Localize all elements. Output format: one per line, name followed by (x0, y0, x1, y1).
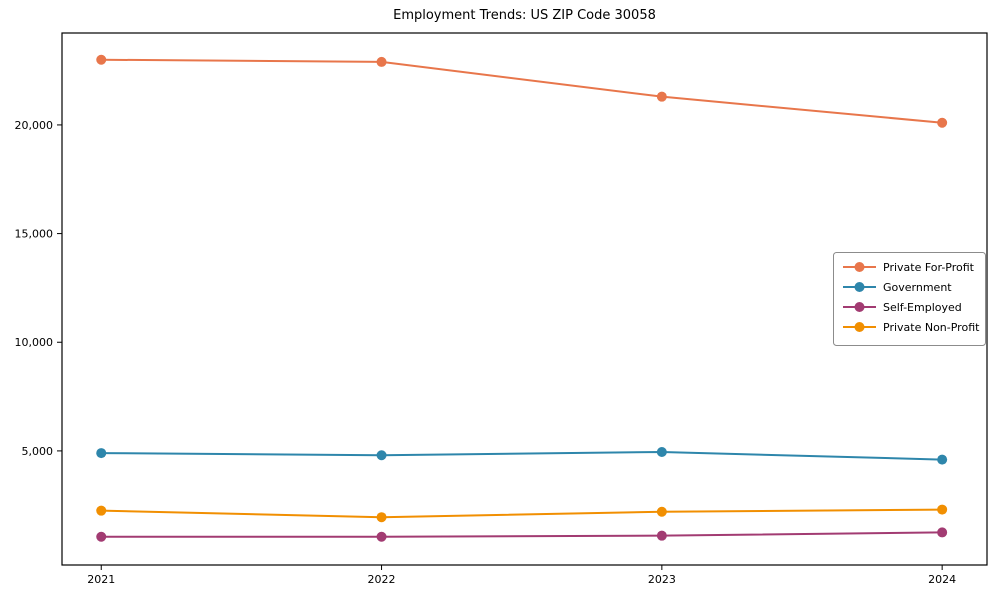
y-tick-label: 15,000 (15, 227, 54, 240)
data-point (937, 504, 948, 515)
legend-marker (854, 302, 865, 312)
data-point (656, 91, 667, 102)
legend-marker (854, 322, 865, 332)
legend-item: Self-Employed (843, 301, 962, 314)
y-tick-label: 20,000 (15, 119, 54, 132)
data-point (376, 531, 387, 542)
legend-item: Private Non-Profit (843, 321, 980, 334)
data-point (96, 505, 107, 516)
data-point (937, 454, 948, 465)
legend-item-label: Self-Employed (883, 301, 962, 314)
legend: Private For-Profit Government Self-Employe… (833, 252, 986, 346)
legend-item-label: Private Non-Profit (883, 321, 980, 334)
data-point (96, 531, 107, 542)
legend-item: Private For-Profit (843, 261, 975, 274)
data-point (656, 446, 667, 457)
data-point (656, 530, 667, 541)
data-point (376, 56, 387, 67)
legend-item-label: Government (883, 281, 952, 294)
legend-item-label: Private For-Profit (883, 261, 975, 274)
series-line (100, 508, 944, 519)
chart-title: Employment Trends: US ZIP Code 30058 (393, 8, 656, 23)
x-tick-label: 2021 (87, 573, 115, 586)
legend-box (833, 252, 986, 346)
series-line (100, 531, 944, 538)
legend-marker (854, 262, 865, 272)
x-tick-label: 2023 (648, 573, 676, 586)
series-line (100, 58, 944, 124)
legend-marker (854, 282, 865, 292)
data-point (656, 506, 667, 517)
y-tick-label: 10,000 (15, 336, 54, 349)
series-line (100, 450, 944, 461)
data-point (937, 527, 948, 538)
x-tick-label: 2022 (368, 573, 396, 586)
data-point (376, 450, 387, 461)
data-point (376, 512, 387, 523)
x-tick-label: 2024 (928, 573, 956, 586)
plot-area (61, 32, 988, 566)
data-point (96, 54, 107, 65)
legend-item: Government (843, 281, 952, 294)
data-point (96, 448, 107, 459)
data-point (937, 117, 948, 128)
y-tick-label: 5,000 (22, 445, 54, 458)
